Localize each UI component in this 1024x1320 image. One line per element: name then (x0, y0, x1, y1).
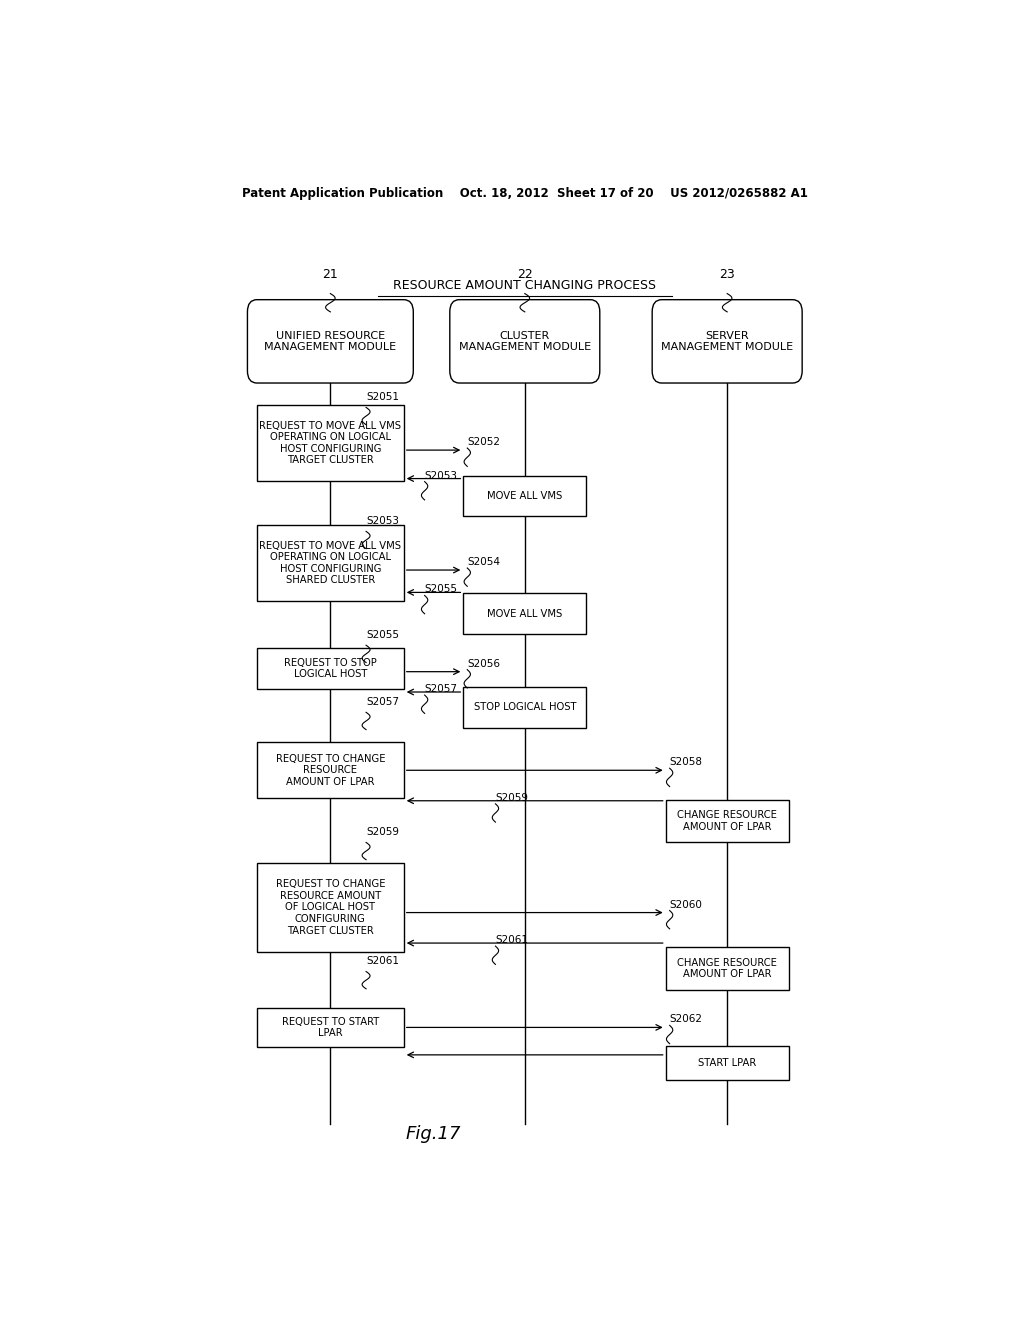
Text: STOP LOGICAL HOST: STOP LOGICAL HOST (473, 702, 577, 713)
Text: REQUEST TO MOVE ALL VMS
OPERATING ON LOGICAL
HOST CONFIGURING
TARGET CLUSTER: REQUEST TO MOVE ALL VMS OPERATING ON LOG… (259, 421, 401, 466)
Text: REQUEST TO CHANGE
RESOURCE
AMOUNT OF LPAR: REQUEST TO CHANGE RESOURCE AMOUNT OF LPA… (275, 754, 385, 787)
Text: S2058: S2058 (670, 758, 702, 767)
FancyBboxPatch shape (257, 863, 403, 952)
Text: 22: 22 (517, 268, 532, 281)
Text: START LPAR: START LPAR (698, 1059, 757, 1068)
FancyBboxPatch shape (248, 300, 414, 383)
FancyBboxPatch shape (257, 1008, 403, 1047)
Text: REQUEST TO STOP
LOGICAL HOST: REQUEST TO STOP LOGICAL HOST (284, 657, 377, 680)
Text: S2055: S2055 (425, 585, 458, 594)
Text: S2053: S2053 (367, 516, 399, 527)
Text: CLUSTER
MANAGEMENT MODULE: CLUSTER MANAGEMENT MODULE (459, 330, 591, 352)
FancyBboxPatch shape (463, 686, 587, 727)
Text: S2054: S2054 (467, 557, 501, 568)
Text: CHANGE RESOURCE
AMOUNT OF LPAR: CHANGE RESOURCE AMOUNT OF LPAR (677, 958, 777, 979)
Text: S2059: S2059 (367, 828, 399, 837)
FancyBboxPatch shape (666, 800, 788, 842)
Text: Fig.17: Fig.17 (406, 1125, 461, 1143)
Text: REQUEST TO CHANGE
RESOURCE AMOUNT
OF LOGICAL HOST
CONFIGURING
TARGET CLUSTER: REQUEST TO CHANGE RESOURCE AMOUNT OF LOG… (275, 879, 385, 936)
Text: S2056: S2056 (467, 659, 501, 669)
Text: S2061: S2061 (367, 957, 399, 966)
Text: S2061: S2061 (496, 935, 528, 945)
Text: S2060: S2060 (670, 899, 702, 909)
Text: S2059: S2059 (496, 793, 528, 803)
FancyBboxPatch shape (463, 594, 587, 634)
FancyBboxPatch shape (666, 1045, 788, 1080)
Text: Patent Application Publication    Oct. 18, 2012  Sheet 17 of 20    US 2012/02658: Patent Application Publication Oct. 18, … (242, 187, 808, 199)
FancyBboxPatch shape (257, 405, 403, 480)
Text: S2062: S2062 (670, 1014, 702, 1024)
Text: RESOURCE AMOUNT CHANGING PROCESS: RESOURCE AMOUNT CHANGING PROCESS (393, 279, 656, 292)
Text: REQUEST TO START
LPAR: REQUEST TO START LPAR (282, 1016, 379, 1039)
FancyBboxPatch shape (257, 648, 403, 689)
Text: REQUEST TO MOVE ALL VMS
OPERATING ON LOGICAL
HOST CONFIGURING
SHARED CLUSTER: REQUEST TO MOVE ALL VMS OPERATING ON LOG… (259, 540, 401, 585)
Text: S2051: S2051 (367, 392, 399, 403)
Text: S2055: S2055 (367, 630, 399, 640)
Text: S2057: S2057 (367, 697, 399, 708)
Text: CHANGE RESOURCE
AMOUNT OF LPAR: CHANGE RESOURCE AMOUNT OF LPAR (677, 810, 777, 832)
Text: S2057: S2057 (425, 684, 458, 694)
Text: 21: 21 (323, 268, 338, 281)
FancyBboxPatch shape (652, 300, 802, 383)
FancyBboxPatch shape (257, 525, 403, 601)
Text: MOVE ALL VMS: MOVE ALL VMS (487, 491, 562, 500)
Text: S2052: S2052 (467, 437, 501, 447)
Text: UNIFIED RESOURCE
MANAGEMENT MODULE: UNIFIED RESOURCE MANAGEMENT MODULE (264, 330, 396, 352)
FancyBboxPatch shape (463, 475, 587, 516)
Text: S2053: S2053 (425, 471, 458, 480)
Text: MOVE ALL VMS: MOVE ALL VMS (487, 609, 562, 619)
Text: 23: 23 (719, 268, 735, 281)
FancyBboxPatch shape (257, 742, 403, 799)
Text: SERVER
MANAGEMENT MODULE: SERVER MANAGEMENT MODULE (662, 330, 794, 352)
FancyBboxPatch shape (450, 300, 600, 383)
FancyBboxPatch shape (666, 948, 788, 990)
